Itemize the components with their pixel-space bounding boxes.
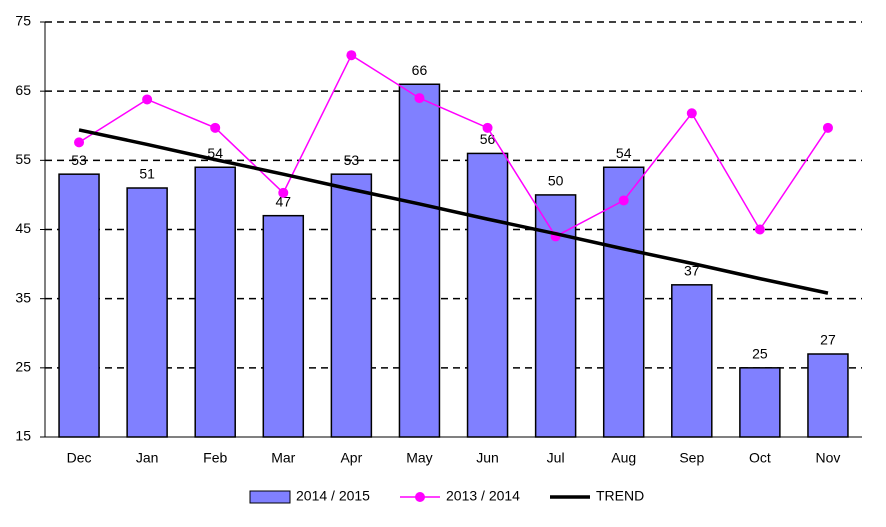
x-tick-label: Jun	[476, 450, 499, 466]
data-label: 56	[480, 131, 496, 147]
x-tick-label: Jul	[547, 450, 565, 466]
data-label: 25	[752, 346, 768, 362]
bar	[194, 166, 236, 438]
marker	[822, 122, 833, 133]
bar	[739, 367, 781, 438]
data-label: 51	[139, 166, 155, 182]
x-tick-label: Dec	[67, 450, 92, 466]
marker	[74, 137, 85, 148]
trend-line	[78, 128, 829, 295]
data-label: 54	[207, 145, 223, 161]
legend-marker	[415, 492, 425, 502]
marker	[414, 93, 425, 104]
y-tick-label: 65	[15, 82, 31, 98]
y-tick-label: 35	[15, 289, 31, 305]
marker	[278, 187, 289, 198]
y-tick-label: 75	[15, 13, 31, 29]
y-tick-label: 15	[15, 428, 31, 444]
line	[78, 54, 829, 238]
legend-label: TREND	[596, 488, 644, 504]
legend-label: 2013 / 2014	[446, 488, 520, 504]
x-tick-label: Feb	[203, 450, 227, 466]
marker	[618, 195, 629, 206]
x-tick-label: Nov	[816, 450, 841, 466]
data-label: 27	[820, 332, 836, 348]
marker	[754, 224, 765, 235]
x-tick-label: Apr	[340, 450, 362, 466]
bar	[330, 173, 373, 438]
y-tick-label: 25	[15, 359, 31, 375]
legend-label: 2014 / 2015	[296, 488, 370, 504]
marker	[686, 108, 697, 119]
bar	[58, 173, 100, 438]
x-tick-label: Sep	[679, 450, 704, 466]
data-label: 37	[684, 263, 700, 279]
x-tick-label: Jan	[136, 450, 159, 466]
bar	[466, 152, 509, 438]
data-label: 50	[548, 173, 564, 189]
bar	[671, 284, 713, 438]
data-label: 54	[616, 145, 632, 161]
legend-swatch	[249, 490, 291, 504]
data-label: 66	[412, 62, 428, 78]
bar	[602, 166, 645, 438]
marker	[346, 50, 357, 61]
marker	[142, 94, 153, 105]
bar	[262, 214, 305, 438]
bar	[398, 83, 441, 438]
data-label: 47	[276, 193, 292, 209]
data-label: 53	[344, 152, 360, 168]
y-tick-label: 55	[15, 151, 31, 167]
x-tick-label: Mar	[271, 450, 295, 466]
x-tick-label: Aug	[611, 450, 636, 466]
y-tick-label: 45	[15, 220, 31, 236]
bar	[807, 353, 849, 438]
marker	[210, 122, 221, 133]
data-label: 53	[71, 152, 87, 168]
bar	[126, 187, 168, 438]
marker	[482, 122, 493, 133]
x-tick-label: Oct	[749, 450, 771, 466]
x-tick-label: May	[406, 450, 432, 466]
